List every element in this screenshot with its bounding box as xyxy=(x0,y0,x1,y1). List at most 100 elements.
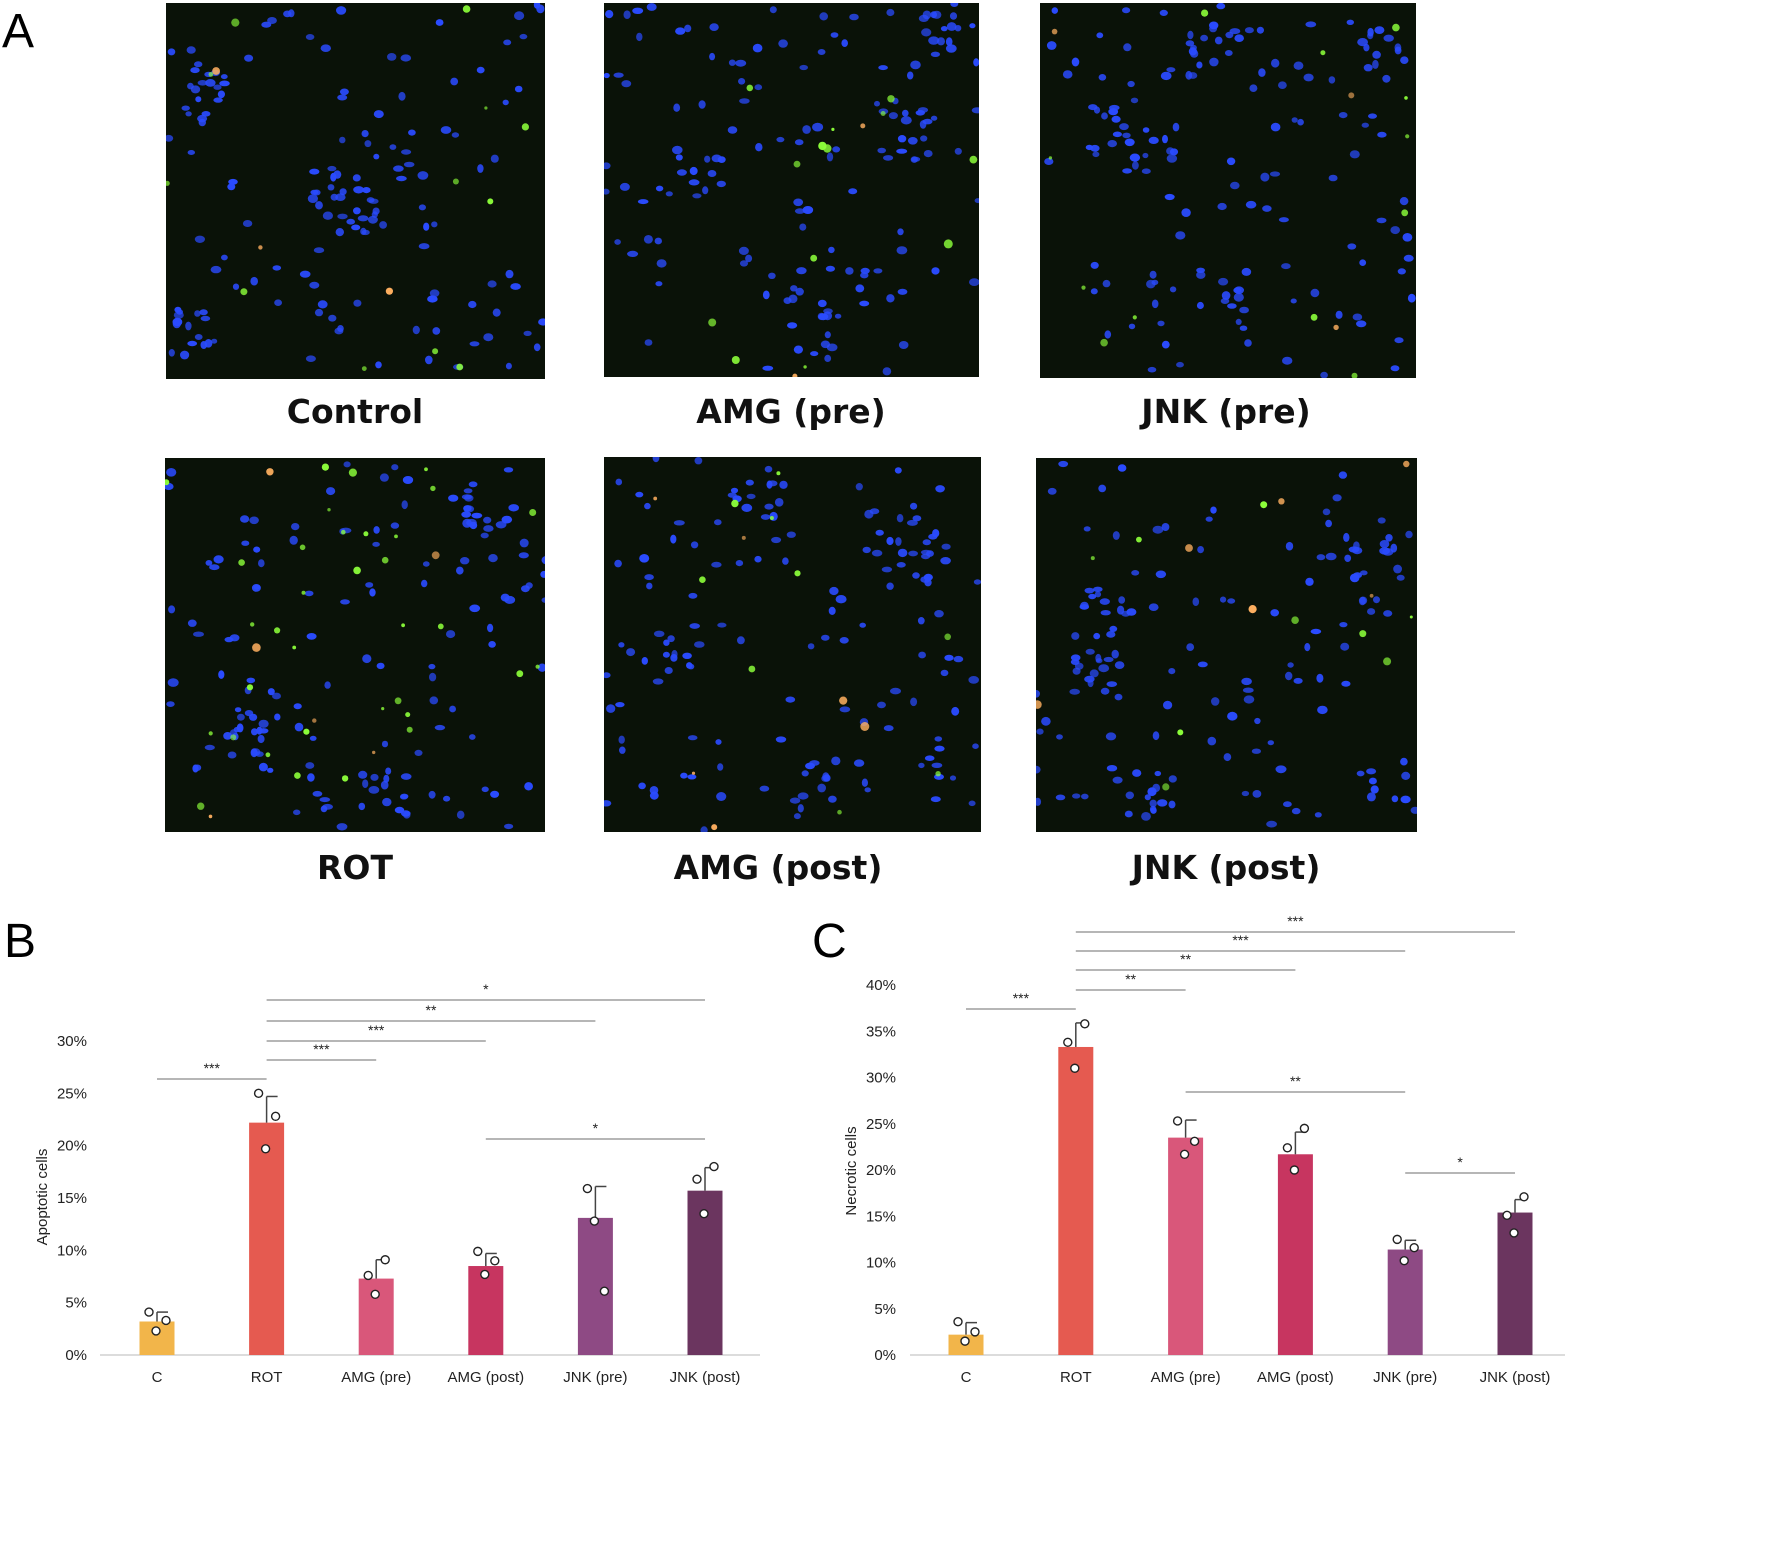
stained-cell xyxy=(452,178,459,185)
nucleus xyxy=(902,109,909,117)
micrograph-amg-pre xyxy=(604,3,979,377)
nucleus xyxy=(1159,9,1168,16)
nucleus xyxy=(615,702,625,708)
nucleus xyxy=(971,107,979,114)
nucleus xyxy=(1379,547,1390,555)
nucleus xyxy=(797,792,809,800)
nucleus xyxy=(709,23,719,31)
nucleus xyxy=(519,33,528,40)
nucleus xyxy=(873,268,883,274)
data-point xyxy=(960,1336,970,1346)
stained-cell xyxy=(794,570,801,577)
nucleus xyxy=(829,586,839,596)
stained-cell xyxy=(487,198,494,205)
nucleus xyxy=(336,823,348,831)
data-point xyxy=(1189,1136,1200,1147)
nucleus xyxy=(469,341,480,347)
data-point xyxy=(380,1255,390,1265)
nucleus xyxy=(1270,122,1281,132)
nucleus xyxy=(626,648,636,657)
nucleus xyxy=(166,468,177,477)
nucleus xyxy=(1328,174,1338,182)
nucleus xyxy=(400,54,412,62)
nucleus xyxy=(920,135,928,142)
nucleus xyxy=(1282,356,1293,365)
nucleus xyxy=(379,473,389,482)
nucleus xyxy=(480,532,489,539)
nucleus xyxy=(694,641,705,648)
nucleus xyxy=(258,762,268,772)
nucleus xyxy=(1270,609,1279,617)
nucleus xyxy=(422,561,430,567)
nucleus xyxy=(717,622,727,628)
stained-cell xyxy=(943,239,953,249)
nucleus xyxy=(604,72,610,79)
nucleus xyxy=(1347,243,1357,250)
nucleus xyxy=(434,724,446,731)
nucleus xyxy=(1106,631,1116,638)
stained-cell xyxy=(394,697,402,705)
nucleus xyxy=(403,811,411,819)
bar xyxy=(687,1190,723,1355)
nucleus xyxy=(1401,771,1411,780)
nucleus xyxy=(309,735,317,741)
data-point xyxy=(1399,1255,1409,1266)
nucleus xyxy=(618,735,625,744)
stained-cell xyxy=(312,718,317,723)
nucleus xyxy=(819,12,828,21)
nucleus xyxy=(716,180,726,188)
nucleus xyxy=(168,605,176,614)
nucleus xyxy=(662,651,670,658)
nucleus xyxy=(1072,793,1081,799)
nucleus xyxy=(194,334,203,340)
stained-cell xyxy=(1278,498,1285,505)
nucleus xyxy=(449,705,456,713)
nucleus xyxy=(307,773,315,782)
nucleus xyxy=(370,773,379,781)
nucleus xyxy=(1335,310,1343,319)
nucleus xyxy=(615,478,623,486)
nucleus xyxy=(1241,790,1250,797)
nucleus xyxy=(896,246,908,255)
nucleus xyxy=(1377,131,1387,138)
nucleus xyxy=(365,582,374,588)
nucleus xyxy=(1241,267,1252,276)
nucleus xyxy=(787,322,798,329)
nucleus xyxy=(638,782,646,790)
panel-b-letter: B xyxy=(4,915,37,968)
nucleus xyxy=(1118,596,1126,604)
nucleus xyxy=(1390,543,1398,553)
nucleus xyxy=(211,338,218,344)
data-point xyxy=(1392,1234,1402,1245)
nucleus xyxy=(849,13,859,21)
data-point xyxy=(370,1289,380,1299)
nucleus xyxy=(1316,673,1324,683)
nucleus xyxy=(910,502,918,510)
y-tick-label: 20% xyxy=(57,1138,87,1155)
nucleus xyxy=(1258,68,1266,77)
nucleus xyxy=(604,800,612,807)
bar xyxy=(1497,1212,1533,1355)
nucleus xyxy=(213,97,223,103)
nucleus xyxy=(1291,807,1301,815)
nucleus xyxy=(200,315,211,322)
nucleus xyxy=(613,72,624,78)
nucleus xyxy=(735,560,744,567)
nucleus xyxy=(921,553,931,560)
nucleus xyxy=(932,529,940,538)
nucleus xyxy=(1332,494,1342,502)
nucleus xyxy=(688,592,698,599)
nucleus xyxy=(503,467,514,473)
nucleus xyxy=(802,125,811,134)
nucleus xyxy=(228,178,238,185)
stained-cell xyxy=(1090,556,1095,561)
nucleus xyxy=(769,6,777,14)
nucleus xyxy=(799,223,807,231)
nucleus xyxy=(1127,80,1135,88)
nucleus xyxy=(930,115,938,121)
stained-cell xyxy=(432,348,439,355)
nucleus xyxy=(1122,132,1131,139)
nucleus xyxy=(886,294,895,303)
data-point xyxy=(151,1326,161,1336)
nucleus xyxy=(1394,337,1404,344)
